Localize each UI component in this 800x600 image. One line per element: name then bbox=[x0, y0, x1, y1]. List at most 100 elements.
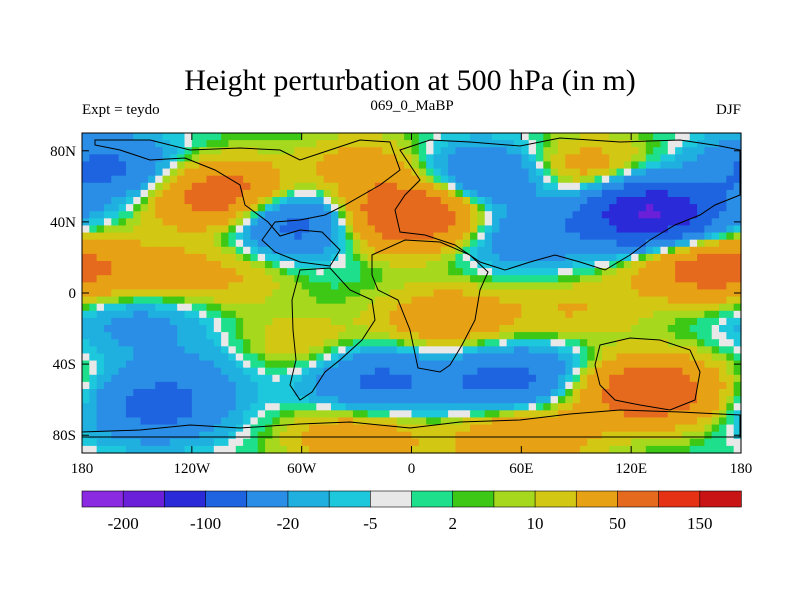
field-cell bbox=[155, 431, 164, 440]
field-cell bbox=[389, 218, 398, 227]
field-cell bbox=[308, 239, 317, 248]
field-cell bbox=[601, 225, 610, 234]
field-cell bbox=[638, 367, 647, 376]
field-cell bbox=[367, 211, 376, 219]
field-cell bbox=[711, 360, 720, 369]
field-cell bbox=[272, 204, 281, 212]
field-cell bbox=[184, 410, 193, 419]
field-cell bbox=[294, 253, 303, 262]
field-cell bbox=[733, 168, 742, 177]
field-cell bbox=[352, 317, 361, 326]
field-cell bbox=[682, 360, 691, 369]
field-cell bbox=[243, 445, 252, 454]
field-cell bbox=[308, 197, 317, 205]
field-cell bbox=[682, 317, 691, 326]
field-cell bbox=[279, 218, 288, 227]
field-cell bbox=[287, 396, 295, 404]
field-cell bbox=[404, 389, 413, 397]
field-cell bbox=[360, 353, 369, 362]
colorbar-label: 150 bbox=[687, 514, 713, 533]
field-cell bbox=[118, 396, 127, 404]
field-cell bbox=[89, 225, 98, 234]
field-cell bbox=[733, 310, 742, 319]
field-cell bbox=[316, 296, 325, 305]
field-cell bbox=[162, 168, 171, 177]
field-cell bbox=[719, 431, 727, 440]
field-cell bbox=[477, 275, 486, 283]
field-cell bbox=[543, 140, 552, 148]
field-cell bbox=[653, 140, 662, 148]
field-cell bbox=[719, 133, 727, 141]
field-cell bbox=[111, 232, 120, 241]
field-cell bbox=[711, 154, 720, 163]
field-cell bbox=[565, 296, 574, 305]
field-cell bbox=[550, 268, 559, 276]
field-cell bbox=[352, 147, 361, 155]
field-cell bbox=[228, 296, 237, 305]
field-cell bbox=[418, 296, 427, 305]
field-cell bbox=[111, 339, 120, 347]
field-cell bbox=[470, 268, 478, 276]
field-cell bbox=[726, 403, 735, 411]
field-cell bbox=[550, 339, 559, 347]
field-cell bbox=[352, 431, 361, 440]
field-cell bbox=[125, 168, 134, 177]
field-cell bbox=[733, 211, 742, 219]
field-cell bbox=[653, 275, 662, 283]
field-cell bbox=[645, 381, 654, 390]
field-cell bbox=[572, 182, 581, 191]
field-cell bbox=[389, 332, 398, 340]
field-cell bbox=[389, 154, 398, 163]
field-cell bbox=[594, 182, 603, 191]
field-cell bbox=[462, 133, 471, 141]
field-cell bbox=[308, 147, 317, 155]
field-cell bbox=[316, 303, 325, 312]
field-cell bbox=[162, 339, 171, 347]
field-cell bbox=[177, 239, 186, 248]
field-cell bbox=[645, 417, 654, 426]
field-cell bbox=[719, 182, 727, 191]
field-cell bbox=[638, 197, 647, 205]
field-cell bbox=[594, 303, 603, 312]
field-cell bbox=[89, 168, 98, 177]
field-cell bbox=[382, 275, 391, 283]
field-cell bbox=[96, 381, 105, 390]
field-cell bbox=[206, 282, 215, 291]
field-cell bbox=[272, 239, 281, 248]
field-cell bbox=[557, 182, 566, 191]
field-cell bbox=[177, 317, 186, 326]
field-cell bbox=[719, 275, 727, 283]
field-cell bbox=[594, 296, 603, 305]
field-cell bbox=[660, 182, 669, 191]
field-cell bbox=[448, 424, 457, 433]
field-cell bbox=[89, 218, 98, 227]
field-cell bbox=[587, 332, 596, 340]
field-cell bbox=[389, 445, 398, 454]
field-cell bbox=[448, 261, 457, 269]
field-cell bbox=[404, 133, 413, 141]
field-cell bbox=[279, 389, 288, 397]
field-cell bbox=[177, 353, 186, 362]
field-cell bbox=[667, 389, 676, 397]
field-cell bbox=[199, 182, 208, 191]
field-cell bbox=[528, 353, 537, 362]
field-cell bbox=[543, 310, 552, 319]
field-cell bbox=[682, 239, 691, 248]
field-cell bbox=[111, 140, 120, 148]
field-cell bbox=[484, 445, 493, 454]
field-cell bbox=[374, 275, 383, 283]
field-cell bbox=[565, 147, 574, 155]
field-cell bbox=[477, 360, 486, 369]
field-cell bbox=[147, 445, 156, 454]
field-cell bbox=[345, 325, 354, 333]
field-cell bbox=[191, 360, 200, 369]
field-cell bbox=[177, 261, 186, 269]
field-cell bbox=[426, 154, 435, 163]
field-cell bbox=[155, 289, 164, 298]
field-cell bbox=[645, 182, 654, 191]
field-cell bbox=[587, 246, 596, 255]
field-cell bbox=[287, 268, 295, 276]
field-cell bbox=[345, 317, 354, 326]
field-cell bbox=[704, 133, 713, 141]
field-cell bbox=[440, 332, 449, 340]
